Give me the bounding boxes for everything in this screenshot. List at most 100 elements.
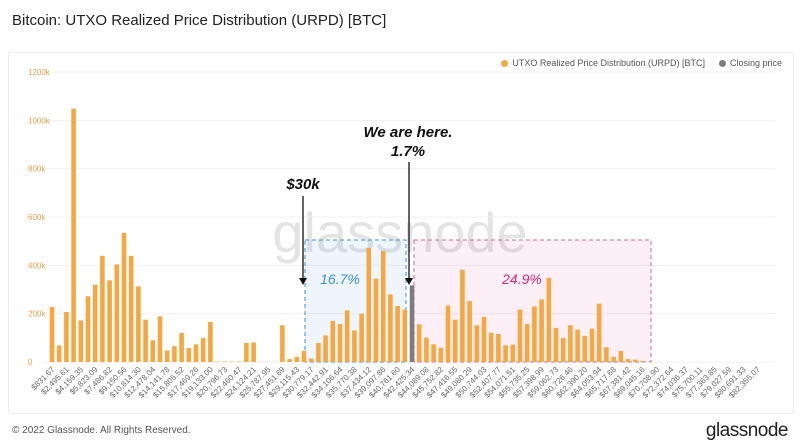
- legend-item-urpd[interactable]: UTXO Realized Price Distribution (URPD) …: [501, 58, 705, 68]
- urpd-bar[interactable]: [337, 324, 343, 362]
- urpd-bar[interactable]: [460, 269, 465, 362]
- urpd-bar[interactable]: [625, 359, 631, 362]
- urpd-bar[interactable]: [150, 340, 156, 362]
- legend-item-closing[interactable]: Closing price: [718, 58, 782, 68]
- urpd-bar[interactable]: [352, 330, 357, 362]
- urpd-bar[interactable]: [200, 338, 206, 362]
- urpd-bar[interactable]: [388, 294, 393, 362]
- arrow-head-icon: [405, 278, 413, 285]
- urpd-bar[interactable]: [172, 346, 177, 362]
- y-tick-label: 1200k: [28, 68, 51, 77]
- legend-label: UTXO Realized Price Distribution (URPD) …: [512, 58, 705, 68]
- y-tick-label: 800k: [28, 165, 46, 174]
- urpd-bar[interactable]: [85, 296, 91, 362]
- urpd-bar[interactable]: [539, 299, 544, 362]
- urpd-bar[interactable]: [164, 350, 170, 362]
- urpd-bar[interactable]: [143, 319, 148, 362]
- arrow-head-icon: [299, 278, 307, 285]
- urpd-bar[interactable]: [330, 320, 336, 362]
- copyright: © 2022 Glassnode. All Rights Reserved.: [12, 425, 191, 436]
- urpd-bar[interactable]: [488, 332, 494, 362]
- urpd-bar[interactable]: [496, 333, 501, 362]
- urpd-bar[interactable]: [424, 337, 429, 362]
- urpd-bar[interactable]: [532, 306, 537, 362]
- urpd-bar[interactable]: [179, 333, 184, 362]
- urpd-bar[interactable]: [157, 316, 163, 362]
- urpd-bar[interactable]: [114, 264, 120, 362]
- urpd-bar[interactable]: [287, 359, 292, 362]
- urpd-bar[interactable]: [64, 311, 69, 362]
- pink-zone-pct: 24.9%: [501, 271, 542, 287]
- urpd-bar[interactable]: [359, 313, 364, 362]
- urpd-bar[interactable]: [100, 255, 105, 362]
- urpd-bar[interactable]: [49, 306, 55, 362]
- urpd-bar[interactable]: [503, 345, 508, 362]
- urpd-bar[interactable]: [611, 356, 616, 362]
- urpd-bar[interactable]: [604, 347, 609, 362]
- urpd-bar[interactable]: [524, 324, 530, 362]
- y-tick-label: 200k: [28, 310, 46, 319]
- urpd-bar[interactable]: [560, 338, 566, 362]
- chart-card: [8, 52, 794, 414]
- urpd-bar[interactable]: [380, 251, 386, 362]
- urpd-bar[interactable]: [510, 344, 516, 362]
- urpd-bar[interactable]: [316, 342, 321, 362]
- urpd-bar[interactable]: [193, 344, 199, 362]
- urpd-bar[interactable]: [467, 301, 472, 362]
- urpd-bar[interactable]: [402, 309, 408, 362]
- urpd-bar[interactable]: [186, 347, 192, 362]
- urpd-bar[interactable]: [107, 280, 112, 362]
- urpd-bar[interactable]: [344, 310, 350, 362]
- urpd-bar[interactable]: [78, 320, 84, 362]
- annotation-here-pct: 1.7%: [391, 143, 425, 160]
- urpd-bar[interactable]: [92, 284, 98, 362]
- blue-zone-pct: 16.7%: [320, 271, 360, 287]
- glassnode-logo: glassnode: [705, 420, 789, 441]
- urpd-bar[interactable]: [481, 317, 487, 362]
- urpd-bar[interactable]: [323, 335, 328, 362]
- urpd-bar[interactable]: [244, 342, 249, 362]
- urpd-bar[interactable]: [596, 303, 602, 362]
- urpd-bar[interactable]: [71, 108, 76, 362]
- y-tick-label: 1000k: [28, 116, 51, 125]
- legend-dot-icon: [501, 60, 509, 68]
- urpd-bar[interactable]: [366, 247, 372, 362]
- urpd-bar[interactable]: [308, 358, 314, 362]
- urpd-bar[interactable]: [373, 278, 379, 362]
- urpd-bar[interactable]: [438, 347, 444, 362]
- annotation-here: We are here.: [364, 124, 453, 141]
- urpd-bar[interactable]: [56, 345, 62, 362]
- legend-label: Closing price: [729, 58, 782, 68]
- urpd-bar[interactable]: [589, 328, 595, 362]
- annotation-30k: $30k: [285, 176, 320, 193]
- urpd-bar[interactable]: [618, 350, 624, 362]
- urpd-bar[interactable]: [517, 309, 523, 362]
- urpd-bar[interactable]: [575, 329, 580, 362]
- urpd-bar[interactable]: [582, 335, 588, 362]
- urpd-bar[interactable]: [452, 319, 458, 362]
- closing-price-bar[interactable]: [409, 285, 415, 362]
- urpd-bar[interactable]: [121, 232, 127, 362]
- urpd-bar[interactable]: [294, 356, 300, 362]
- urpd-bar[interactable]: [553, 327, 559, 362]
- urpd-bar[interactable]: [208, 321, 213, 362]
- legend: UTXO Realized Price Distribution (URPD) …: [501, 58, 782, 68]
- urpd-bar[interactable]: [280, 325, 285, 362]
- urpd-bar[interactable]: [416, 324, 422, 362]
- urpd-bar[interactable]: [546, 277, 552, 362]
- urpd-bar[interactable]: [136, 286, 141, 362]
- urpd-bar[interactable]: [445, 305, 451, 362]
- urpd-bar[interactable]: [474, 325, 480, 362]
- chart-title: Bitcoin: UTXO Realized Price Distributio…: [12, 12, 387, 29]
- urpd-bar[interactable]: [640, 361, 645, 362]
- urpd-bar[interactable]: [251, 342, 256, 362]
- urpd-bar[interactable]: [431, 344, 436, 362]
- urpd-bar[interactable]: [301, 350, 307, 362]
- urpd-bar[interactable]: [395, 305, 400, 362]
- urpd-bar[interactable]: [568, 325, 573, 362]
- urpd-bar[interactable]: [128, 255, 134, 362]
- legend-dot-icon: [718, 60, 726, 68]
- y-tick-label: 0: [28, 358, 33, 367]
- urpd-bar[interactable]: [632, 359, 638, 362]
